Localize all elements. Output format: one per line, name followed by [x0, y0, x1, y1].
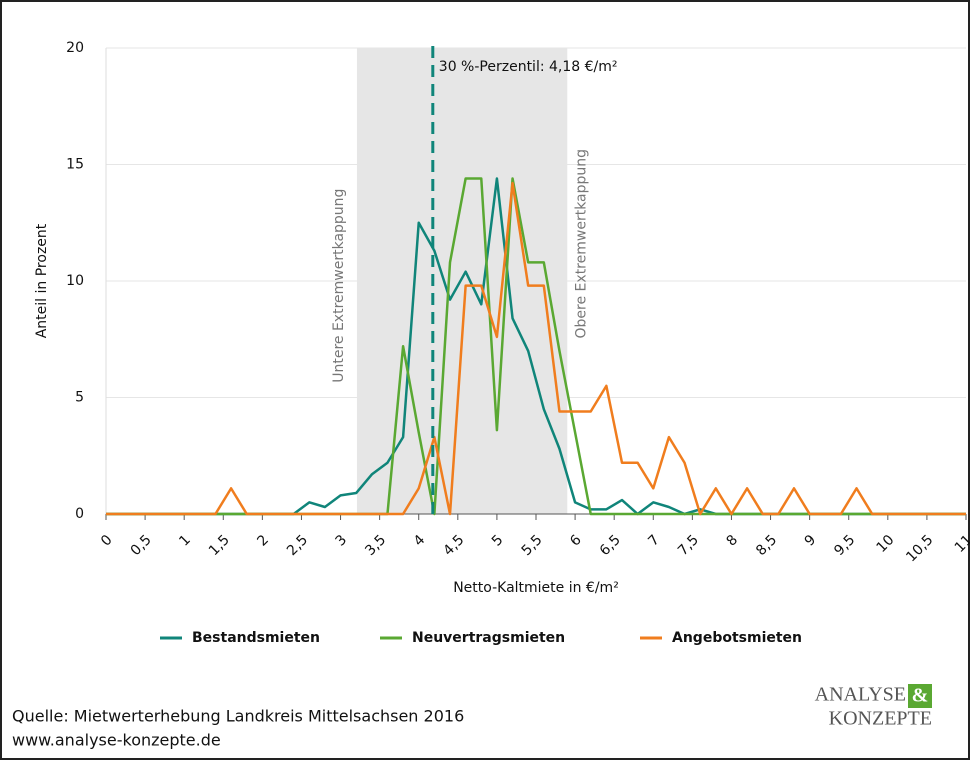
y-tick-label: 5 — [75, 390, 84, 406]
y-tick-label: 10 — [66, 273, 84, 289]
logo-text: ANALYSE — [815, 684, 906, 706]
logo-box — [908, 684, 932, 708]
band-label: Untere Extremwertkappung — [331, 189, 347, 383]
source-text: www.analyse-konzepte.de — [12, 731, 221, 750]
y-axis-label: Anteil in Prozent — [34, 223, 50, 338]
logo-text: KONZEPTE — [829, 708, 932, 730]
percentile-label: 30 %-Perzentil: 4,18 €/m² — [439, 59, 618, 75]
y-tick-label: 15 — [66, 157, 84, 173]
legend-label: Bestandsmieten — [192, 630, 320, 646]
band-label: Obere Extremwertkappung — [573, 149, 589, 339]
x-axis-label: Netto-Kaltmiete in €/m² — [453, 580, 619, 596]
source-text: Quelle: Mietwerterhebung Landkreis Mitte… — [12, 707, 464, 726]
logo-amp: & — [912, 685, 929, 707]
legend-label: Neuvertragsmieten — [412, 630, 565, 646]
series-line — [106, 181, 966, 516]
y-tick-label: 20 — [66, 40, 84, 56]
legend-label: Angebotsmieten — [672, 630, 802, 646]
y-tick-label: 0 — [75, 506, 84, 522]
